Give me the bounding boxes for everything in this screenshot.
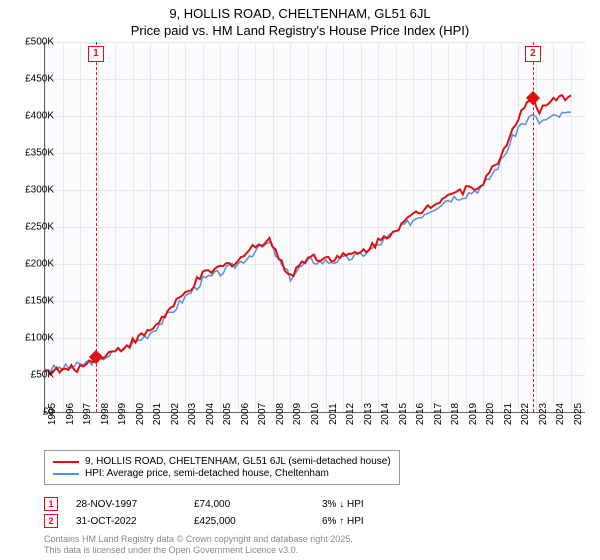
x-tick-label: 2004 bbox=[205, 403, 216, 425]
marker-badge: 1 bbox=[88, 46, 104, 62]
title-block: 9, HOLLIS ROAD, CHELTENHAM, GL51 6JL Pri… bbox=[0, 0, 600, 38]
event-delta: 6% ↑ HPI bbox=[322, 516, 402, 527]
y-tick-label: £350K bbox=[12, 148, 54, 159]
chart-subtitle: Price paid vs. HM Land Registry's House … bbox=[0, 23, 600, 38]
x-tick-label: 1995 bbox=[47, 403, 58, 425]
x-tick-label: 2007 bbox=[257, 403, 268, 425]
event-table: 1 28-NOV-1997 £74,000 3% ↓ HPI 2 31-OCT-2022 £… bbox=[44, 494, 402, 531]
marker-badge: 2 bbox=[525, 46, 541, 62]
x-tick-label: 1996 bbox=[65, 403, 76, 425]
y-tick-label: £200K bbox=[12, 259, 54, 270]
legend-row: HPI: Average price, semi-detached house,… bbox=[53, 468, 391, 479]
y-tick-label: £150K bbox=[12, 296, 54, 307]
event-date: 31-OCT-2022 bbox=[76, 516, 176, 527]
legend-swatch bbox=[53, 461, 79, 463]
x-tick-label: 2001 bbox=[152, 403, 163, 425]
x-tick-label: 2012 bbox=[345, 403, 356, 425]
x-tick-label: 2016 bbox=[415, 403, 426, 425]
legend-label: HPI: Average price, semi-detached house,… bbox=[85, 468, 329, 479]
x-tick-label: 2015 bbox=[398, 403, 409, 425]
x-tick-label: 2002 bbox=[170, 403, 181, 425]
x-tick-label: 2008 bbox=[275, 403, 286, 425]
x-tick-label: 2013 bbox=[363, 403, 374, 425]
legend-label: 9, HOLLIS ROAD, CHELTENHAM, GL51 6JL (se… bbox=[85, 456, 391, 467]
x-tick-label: 2000 bbox=[135, 403, 146, 425]
y-tick-label: £100K bbox=[12, 333, 54, 344]
footer-attribution: Contains HM Land Registry data © Crown c… bbox=[44, 534, 353, 556]
series-property bbox=[45, 95, 571, 374]
event-delta: 3% ↓ HPI bbox=[322, 499, 402, 510]
y-tick-label: £300K bbox=[12, 185, 54, 196]
x-tick-label: 2003 bbox=[187, 403, 198, 425]
x-tick-label: 2019 bbox=[468, 403, 479, 425]
x-tick-label: 2018 bbox=[450, 403, 461, 425]
event-price: £74,000 bbox=[194, 499, 304, 510]
event-date: 28-NOV-1997 bbox=[76, 499, 176, 510]
x-tick-label: 2014 bbox=[380, 403, 391, 425]
x-tick-label: 2020 bbox=[485, 403, 496, 425]
x-tick-label: 2024 bbox=[555, 403, 566, 425]
legend-swatch bbox=[53, 473, 79, 475]
x-tick-label: 2025 bbox=[573, 403, 584, 425]
footer-line-2: This data is licensed under the Open Gov… bbox=[44, 545, 353, 556]
event-row: 2 31-OCT-2022 £425,000 6% ↑ HPI bbox=[44, 514, 402, 528]
x-tick-label: 2011 bbox=[328, 403, 339, 425]
legend: 9, HOLLIS ROAD, CHELTENHAM, GL51 6JL (se… bbox=[44, 450, 400, 485]
line-series bbox=[45, 42, 585, 412]
x-tick-label: 2017 bbox=[433, 403, 444, 425]
x-tick-label: 2005 bbox=[222, 403, 233, 425]
y-tick-label: £450K bbox=[12, 74, 54, 85]
chart-title: 9, HOLLIS ROAD, CHELTENHAM, GL51 6JL bbox=[0, 6, 600, 21]
legend-row: 9, HOLLIS ROAD, CHELTENHAM, GL51 6JL (se… bbox=[53, 456, 391, 467]
chart-container: 9, HOLLIS ROAD, CHELTENHAM, GL51 6JL Pri… bbox=[0, 0, 600, 560]
x-tick-label: 1998 bbox=[100, 403, 111, 425]
series-hpi bbox=[45, 112, 571, 371]
y-tick-label: £500K bbox=[12, 37, 54, 48]
plot-area: 12 bbox=[44, 42, 585, 413]
x-tick-label: 2021 bbox=[503, 403, 514, 425]
y-tick-label: £50K bbox=[12, 370, 54, 381]
y-tick-label: £250K bbox=[12, 222, 54, 233]
event-badge: 2 bbox=[44, 514, 58, 528]
x-tick-label: 2006 bbox=[240, 403, 251, 425]
x-tick-label: 2010 bbox=[310, 403, 321, 425]
x-tick-label: 1997 bbox=[82, 403, 93, 425]
event-price: £425,000 bbox=[194, 516, 304, 527]
x-tick-label: 2022 bbox=[520, 403, 531, 425]
x-tick-label: 1999 bbox=[117, 403, 128, 425]
x-tick-label: 2023 bbox=[538, 403, 549, 425]
footer-line-1: Contains HM Land Registry data © Crown c… bbox=[44, 534, 353, 545]
x-tick-label: 2009 bbox=[292, 403, 303, 425]
event-row: 1 28-NOV-1997 £74,000 3% ↓ HPI bbox=[44, 497, 402, 511]
y-tick-label: £400K bbox=[12, 111, 54, 122]
event-badge: 1 bbox=[44, 497, 58, 511]
